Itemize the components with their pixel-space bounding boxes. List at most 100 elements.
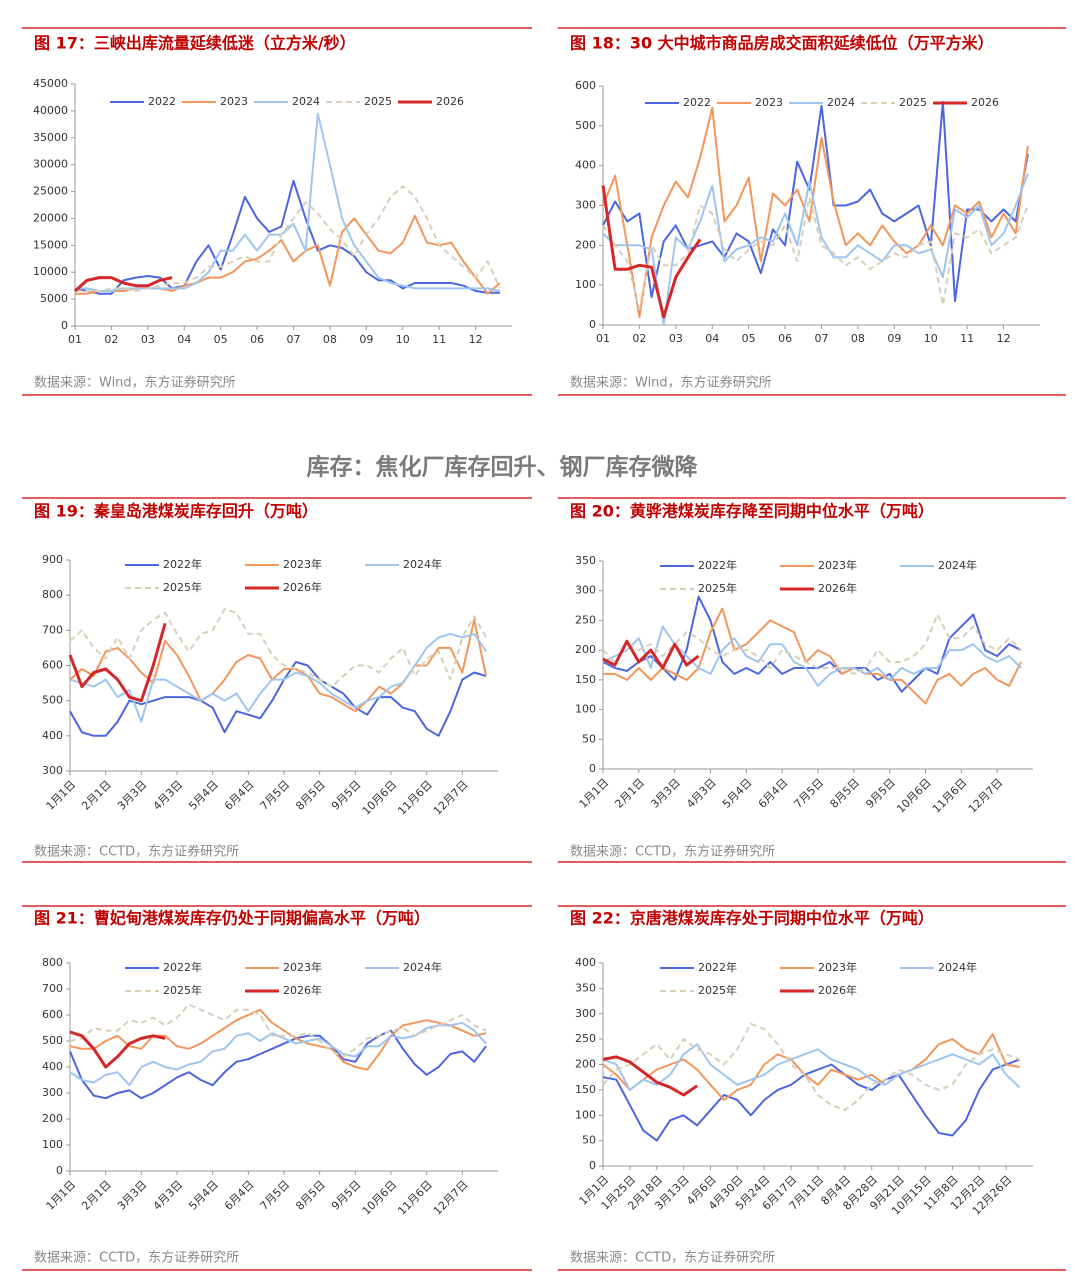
x-tick-label: 02 <box>632 332 646 345</box>
y-tick-label: 0 <box>589 762 596 775</box>
chart-title: 图 18：30 大中城市商品房成交面积延续低位（万平方米） <box>570 34 994 53</box>
x-tick-label: 09 <box>359 333 373 346</box>
chart-source: 数据来源：CCTD，东方证券研究所 <box>570 1250 775 1266</box>
series-line <box>602 1022 1020 1112</box>
y-tick-label: 0 <box>589 1159 596 1172</box>
x-tick-label: 6月4日 <box>222 778 257 813</box>
y-tick-label: 200 <box>575 238 596 251</box>
x-tick-label: 10月6日 <box>894 776 934 816</box>
legend-label: 2026年 <box>818 581 857 595</box>
y-tick-label: 150 <box>575 1083 596 1096</box>
x-tick-label: 08 <box>323 333 337 346</box>
y-tick-label: 35000 <box>33 131 68 144</box>
legend-label: 2024年 <box>403 960 442 974</box>
x-tick-label: 7月5日 <box>792 776 827 811</box>
y-tick-label: 500 <box>42 694 63 707</box>
series-line <box>75 185 501 292</box>
x-tick-label: 10 <box>396 333 410 346</box>
y-tick-label: 300 <box>42 764 63 777</box>
series-line <box>602 173 1029 326</box>
legend-label: 2022 <box>148 95 176 108</box>
x-tick-label: 04 <box>177 333 191 346</box>
chart-title: 图 20：黄骅港煤炭库存降至同期中位水平（万吨） <box>570 502 934 521</box>
legend-label: 2026 <box>436 95 464 108</box>
x-tick-label: 4月3日 <box>151 778 186 813</box>
chart-source: 数据来源：CCTD，东方证券研究所 <box>570 844 775 860</box>
y-tick-label: 800 <box>42 588 63 601</box>
legend-label: 2023年 <box>283 960 322 974</box>
y-tick-label: 200 <box>42 1112 63 1125</box>
x-tick-label: 3月3日 <box>648 776 683 811</box>
series-line <box>601 185 702 319</box>
x-tick-label: 1月1日 <box>44 778 79 813</box>
x-tick-label: 04 <box>705 332 719 345</box>
legend-label: 2024年 <box>403 557 442 571</box>
series-line <box>602 1043 1021 1091</box>
legend-label: 2023年 <box>283 557 322 571</box>
x-tick-label: 12月7日 <box>966 776 1006 816</box>
series-line <box>69 661 487 737</box>
x-tick-label: 2月1日 <box>79 1178 114 1213</box>
y-tick-label: 700 <box>42 982 63 995</box>
y-tick-label: 200 <box>575 643 596 656</box>
legend-label: 2023年 <box>818 558 857 572</box>
series-line <box>69 1008 487 1071</box>
y-tick-label: 45000 <box>33 77 68 90</box>
x-tick-label: 4月3日 <box>151 1178 186 1213</box>
series-line <box>69 632 487 723</box>
y-tick-label: 10000 <box>33 265 68 278</box>
chart-source: 数据来源：Wind，东方证券研究所 <box>570 375 772 391</box>
x-tick-label: 08 <box>851 332 865 345</box>
y-tick-label: 500 <box>42 1034 63 1047</box>
chart-title: 图 17：三峡出库流量延续低迷（立方米/秒） <box>34 34 356 53</box>
x-tick-label: 11月6日 <box>930 776 970 816</box>
legend-label: 2025 <box>899 96 927 109</box>
series-line <box>602 625 1022 687</box>
series-line <box>74 276 173 293</box>
series-line <box>602 1033 1020 1101</box>
x-tick-label: 2月1日 <box>79 778 114 813</box>
legend-label: 2022年 <box>163 960 202 974</box>
y-tick-label: 200 <box>575 1058 596 1071</box>
series-line <box>602 639 700 670</box>
y-tick-label: 500 <box>575 119 596 132</box>
legend-label: 2025 <box>364 95 392 108</box>
y-tick-label: 0 <box>61 319 68 332</box>
legend-label: 2024年 <box>938 960 977 974</box>
legend-label: 2024年 <box>938 558 977 572</box>
chart-title: 图 22：京唐港煤炭库存处于同期中位水平（万吨） <box>570 909 934 928</box>
x-tick-label: 01 <box>68 333 82 346</box>
series-line <box>69 1003 487 1058</box>
x-tick-label: 11 <box>960 332 974 345</box>
legend-label: 2023年 <box>818 960 857 974</box>
y-tick-label: 0 <box>56 1164 63 1177</box>
legend-label: 2023 <box>755 96 783 109</box>
x-tick-label: 1月1日 <box>577 776 612 811</box>
x-tick-label: 12月7日 <box>431 778 471 818</box>
x-tick-label: 02 <box>104 333 118 346</box>
legend-label: 2026 <box>971 96 999 109</box>
legend-label: 2026年 <box>283 580 322 594</box>
chart-source: 数据来源：CCTD，东方证券研究所 <box>34 844 239 860</box>
series-line <box>603 607 1022 705</box>
y-tick-label: 400 <box>42 1060 63 1073</box>
legend-label: 2026年 <box>818 983 857 997</box>
legend-label: 2025年 <box>698 983 737 997</box>
x-tick-label: 10月6日 <box>360 778 400 818</box>
x-tick-label: 7月5日 <box>258 778 293 813</box>
x-tick-label: 3月3日 <box>115 1178 150 1213</box>
x-tick-label: 6月4日 <box>222 1178 257 1213</box>
series-line <box>602 100 1029 303</box>
x-tick-label: 2月1日 <box>612 776 647 811</box>
legend-label: 2025年 <box>163 983 202 997</box>
x-tick-label: 12月7日 <box>431 1178 471 1218</box>
x-tick-label: 9月5日 <box>863 776 898 811</box>
y-tick-label: 25000 <box>33 185 68 198</box>
y-tick-label: 100 <box>575 1108 596 1121</box>
x-tick-label: 5月4日 <box>720 776 755 811</box>
y-tick-label: 800 <box>42 956 63 969</box>
x-tick-label: 11月6日 <box>395 778 435 818</box>
x-tick-label: 12 <box>997 332 1011 345</box>
x-tick-label: 12 <box>469 333 483 346</box>
